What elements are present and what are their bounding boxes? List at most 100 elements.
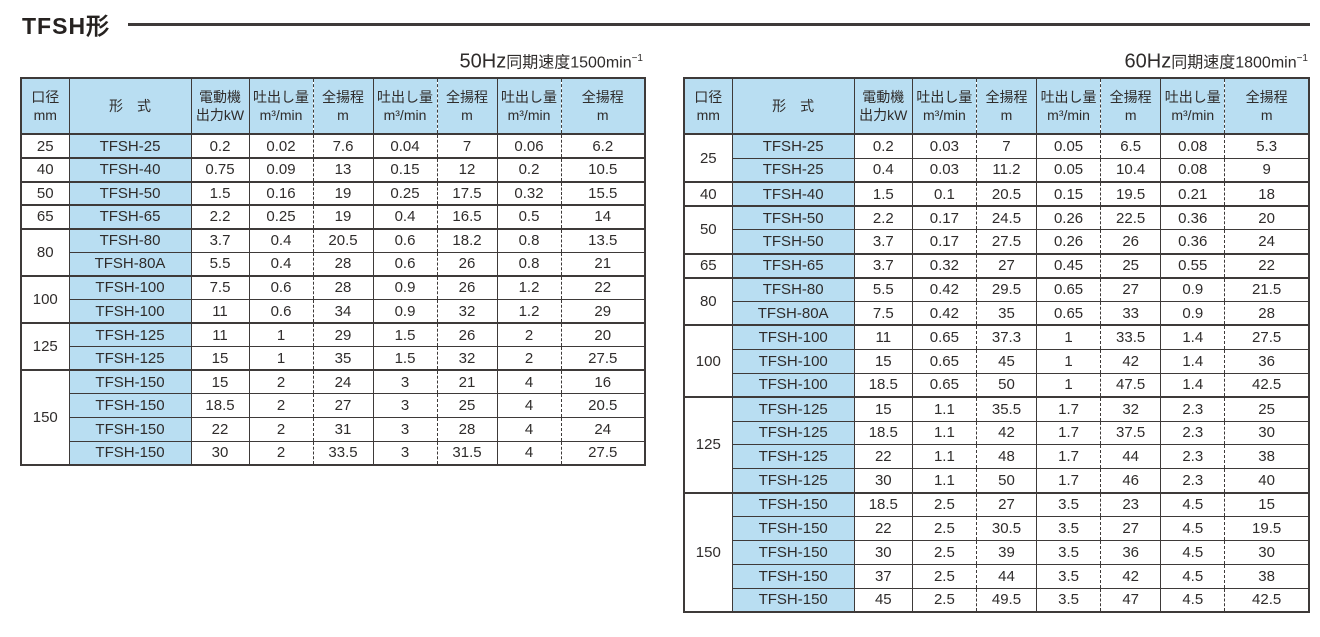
value-cell: 1 [248, 346, 314, 371]
value-cell: 1.7 [1036, 420, 1102, 446]
model-cell: TFSH-150 [731, 516, 855, 541]
model-cell: TFSH-80A [68, 251, 192, 277]
value-cell: 19.5 [1224, 516, 1310, 541]
value-cell: 38 [1224, 444, 1310, 470]
size-cell: 65 [683, 252, 733, 279]
value-cell: 0.2 [853, 133, 913, 159]
col-header-size: 口径 mm [20, 77, 70, 136]
value-cell: 47 [1100, 587, 1162, 613]
value-cell: 25 [436, 393, 498, 418]
value-cell: 3 [372, 416, 438, 442]
value-cell: 2.5 [911, 587, 977, 613]
value-cell: 47.5 [1100, 372, 1162, 398]
model-cell: TFSH-25 [731, 133, 855, 159]
value-cell: 0.36 [1160, 229, 1226, 255]
model-cell: TFSH-125 [731, 420, 855, 446]
value-cell: 2 [248, 416, 314, 442]
value-cell: 0.25 [248, 204, 314, 230]
value-cell: 0.42 [911, 301, 977, 326]
value-cell: 0.26 [1036, 229, 1102, 255]
value-cell: 30 [190, 440, 250, 466]
value-cell: 0.42 [911, 276, 977, 303]
model-cell: TFSH-40 [731, 181, 855, 207]
value-cell: 0.17 [911, 205, 977, 231]
caption-value: 1500min [570, 54, 632, 72]
value-cell: 0.08 [1160, 157, 1226, 183]
value-cell: 4.5 [1160, 563, 1226, 589]
size-cell: 100 [20, 274, 70, 324]
value-cell: 26 [1100, 229, 1162, 255]
value-cell: 30 [1224, 420, 1310, 446]
value-cell: 42 [1100, 348, 1162, 374]
value-cell: 33 [1100, 301, 1162, 326]
model-cell: TFSH-150 [731, 539, 855, 565]
value-cell: 30 [853, 539, 913, 565]
value-cell: 22 [1224, 252, 1310, 279]
value-cell: 0.9 [1160, 301, 1226, 326]
value-cell: 4.5 [1160, 539, 1226, 565]
value-cell: 1.5 [372, 346, 438, 371]
value-cell: 0.45 [1036, 252, 1102, 279]
value-cell: 2.2 [853, 205, 913, 231]
size-cell: 150 [20, 369, 70, 466]
value-cell: 3.5 [1036, 491, 1102, 518]
value-cell: 25 [1100, 252, 1162, 279]
col-header-head: 全揚程 m [1100, 77, 1162, 136]
value-cell: 20 [1224, 205, 1310, 231]
model-cell: TFSH-50 [731, 229, 855, 255]
value-cell: 27 [1100, 516, 1162, 541]
spec-table-50hz: 口径 mm 形 式電動機 出力kW 吐出し量 m³/min 全揚程 m 吐出し量 m³/… [20, 77, 646, 466]
value-cell: 3.5 [1036, 516, 1102, 541]
value-cell: 28 [1224, 301, 1310, 326]
value-cell: 22 [853, 516, 913, 541]
value-cell: 21 [560, 251, 646, 277]
value-cell: 20.5 [312, 227, 374, 253]
value-cell: 33.5 [312, 440, 374, 466]
value-cell: 33.5 [1100, 324, 1162, 350]
value-cell: 31.5 [436, 440, 498, 466]
value-cell: 45 [853, 587, 913, 613]
col-header-model: 形 式 [731, 77, 855, 136]
value-cell: 0.65 [911, 372, 977, 398]
model-cell: TFSH-100 [68, 274, 192, 300]
value-cell: 26 [436, 251, 498, 277]
caption-superscript: −1 [1296, 53, 1308, 64]
value-cell: 1.2 [496, 298, 562, 324]
model-cell: TFSH-80 [68, 227, 192, 253]
value-cell: 1 [248, 322, 314, 348]
value-cell: 0.5 [496, 204, 562, 230]
size-cell: 50 [20, 180, 70, 206]
value-cell: 5.5 [853, 276, 913, 303]
value-cell: 0.9 [372, 298, 438, 324]
value-cell: 42 [1100, 563, 1162, 589]
col-header-head: 全揚程 m [1224, 77, 1310, 136]
value-cell: 0.02 [248, 133, 314, 159]
value-cell: 19 [312, 204, 374, 230]
value-cell: 34 [312, 298, 374, 324]
value-cell: 1.2 [496, 274, 562, 300]
value-cell: 5.5 [190, 251, 250, 277]
model-cell: TFSH-125 [68, 346, 192, 371]
model-cell: TFSH-150 [68, 369, 192, 395]
value-cell: 3.5 [1036, 563, 1102, 589]
value-cell: 0.9 [372, 274, 438, 300]
caption-label: 同期速度 [506, 54, 571, 72]
value-cell: 0.8 [496, 227, 562, 253]
model-cell: TFSH-25 [731, 157, 855, 183]
value-cell: 15 [853, 396, 913, 422]
value-cell: 0.65 [1036, 276, 1102, 303]
value-cell: 16 [560, 369, 646, 395]
value-cell: 0.4 [853, 157, 913, 183]
value-cell: 23 [1100, 491, 1162, 518]
value-cell: 39 [975, 539, 1038, 565]
model-cell: TFSH-150 [68, 416, 192, 442]
size-cell: 40 [20, 156, 70, 183]
value-cell: 27.5 [560, 346, 646, 371]
col-header-power: 電動機 出力kW [190, 77, 250, 136]
size-cell: 80 [20, 227, 70, 277]
value-cell: 1 [1036, 348, 1102, 374]
value-cell: 2.5 [911, 516, 977, 541]
table-section-60hz: 60Hz同期速度1800min−1 口径 mm 形 式電動機 出力kW 吐出し量 m… [683, 48, 1310, 614]
value-cell: 11 [853, 324, 913, 350]
value-cell: 44 [1100, 444, 1162, 470]
